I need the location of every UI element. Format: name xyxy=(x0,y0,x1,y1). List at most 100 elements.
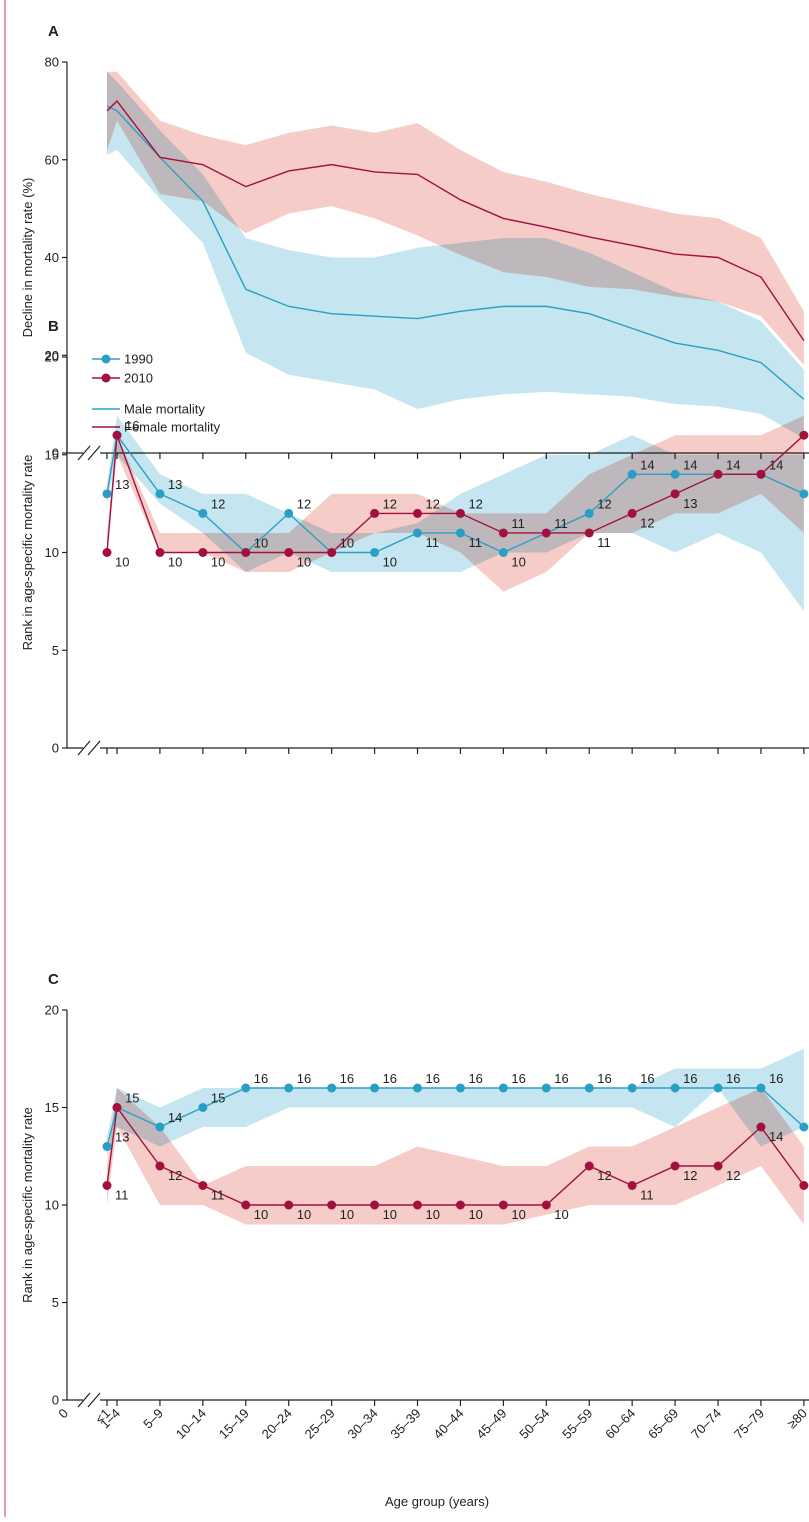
x-tick-label: 30–34 xyxy=(345,1406,381,1442)
data-label: 10 xyxy=(340,1207,354,1222)
data-label: 10 xyxy=(383,555,397,570)
data-point xyxy=(799,489,809,499)
data-label: 11 xyxy=(426,535,440,550)
data-label: 10 xyxy=(468,1207,482,1222)
data-label: 16 xyxy=(125,418,139,433)
data-label: 11 xyxy=(511,516,525,531)
y-tick-label: 20 xyxy=(45,350,59,365)
data-point xyxy=(756,1122,766,1132)
data-label: 16 xyxy=(468,1071,482,1086)
data-label: 12 xyxy=(168,1168,182,1183)
x-axis-title: Age group (years) xyxy=(385,1494,489,1509)
data-label: 11 xyxy=(597,535,611,550)
y-tick-label: 0 xyxy=(52,446,59,461)
y-tick-label: 20 xyxy=(45,348,59,363)
data-label: 15 xyxy=(125,1091,139,1106)
data-label: 12 xyxy=(683,1168,697,1183)
axis-break xyxy=(77,740,101,756)
series-line xyxy=(106,1087,805,1147)
data-label: 11 xyxy=(640,1188,654,1203)
data-point xyxy=(756,469,766,479)
data-point xyxy=(799,1122,809,1132)
legend-label: Male mortality xyxy=(124,402,205,417)
data-label: 10 xyxy=(254,1207,268,1222)
data-label: 10 xyxy=(554,1207,568,1222)
data-point xyxy=(413,1083,423,1093)
data-label: 12 xyxy=(211,496,225,511)
data-point xyxy=(670,469,680,479)
data-point xyxy=(756,1083,766,1093)
y-tick-label: 5 xyxy=(52,1295,59,1310)
y-tick-label: 0 xyxy=(52,1393,59,1408)
series-line xyxy=(106,105,805,400)
axis-break xyxy=(77,1392,101,1408)
y-tick-label: 10 xyxy=(45,1198,59,1213)
data-point xyxy=(670,1161,680,1171)
axis-break xyxy=(77,445,101,461)
data-label: 10 xyxy=(340,536,354,551)
data-point xyxy=(284,548,294,557)
x-tick-label: 15–19 xyxy=(216,1406,252,1442)
data-point xyxy=(627,1083,637,1093)
uncertainty-band xyxy=(107,71,804,366)
data-point xyxy=(455,528,465,538)
x-tick-label: 10–14 xyxy=(173,1406,209,1442)
data-label: 14 xyxy=(640,457,654,472)
y-tick-label: 80 xyxy=(45,55,59,70)
x-tick-label: 5–9 xyxy=(140,1406,166,1432)
data-point xyxy=(455,1083,465,1093)
data-point xyxy=(498,1083,508,1093)
y-axis-title: Decline in mortality rate (%) xyxy=(20,178,35,338)
data-point xyxy=(455,508,465,518)
panel-label: C xyxy=(48,971,59,988)
data-point xyxy=(584,1161,594,1171)
x-tick-label: 35–39 xyxy=(387,1406,423,1442)
data-point xyxy=(370,548,380,557)
series-line xyxy=(106,100,805,341)
data-label: 10 xyxy=(426,1207,440,1222)
data-label: 10 xyxy=(254,536,268,551)
data-point xyxy=(327,1200,337,1210)
y-tick-label: 5 xyxy=(52,643,59,658)
data-point xyxy=(584,508,594,518)
data-point xyxy=(413,508,423,518)
data-point xyxy=(102,1181,112,1190)
data-label: 10 xyxy=(383,1207,397,1222)
panel-label: B xyxy=(48,318,59,335)
data-label: 16 xyxy=(597,1071,611,1086)
data-point xyxy=(799,1181,809,1190)
data-point xyxy=(112,430,122,440)
data-point xyxy=(627,469,637,479)
data-point xyxy=(284,1200,294,1210)
y-tick-label: 10 xyxy=(45,545,59,560)
data-point xyxy=(198,548,208,557)
data-label: 14 xyxy=(168,1110,182,1125)
series-line xyxy=(106,433,805,554)
data-label: 14 xyxy=(726,457,740,472)
x-tick-label: ≥80 xyxy=(784,1406,809,1432)
data-label: 14 xyxy=(683,457,697,472)
data-point xyxy=(627,1181,637,1190)
data-label: 12 xyxy=(597,496,611,511)
data-point xyxy=(284,1083,294,1093)
data-label: 11 xyxy=(468,535,482,550)
data-point xyxy=(370,508,380,518)
data-point xyxy=(413,528,423,538)
data-label: 11 xyxy=(211,1188,225,1203)
legend-label: 2010 xyxy=(124,371,153,386)
data-point xyxy=(370,1200,380,1210)
data-label: 10 xyxy=(511,1207,525,1222)
data-point xyxy=(670,1083,680,1093)
legend-label: Female mortality xyxy=(124,420,221,435)
data-point xyxy=(627,508,637,518)
data-label: 13 xyxy=(168,477,182,492)
panel-label: A xyxy=(48,23,59,40)
y-tick-label: 15 xyxy=(45,1100,59,1115)
data-point xyxy=(102,489,112,499)
data-label: 16 xyxy=(554,1071,568,1086)
data-point xyxy=(498,528,508,538)
data-point xyxy=(541,528,551,538)
legend-marker xyxy=(101,373,111,383)
data-point xyxy=(327,1083,337,1093)
data-point xyxy=(155,1161,165,1171)
